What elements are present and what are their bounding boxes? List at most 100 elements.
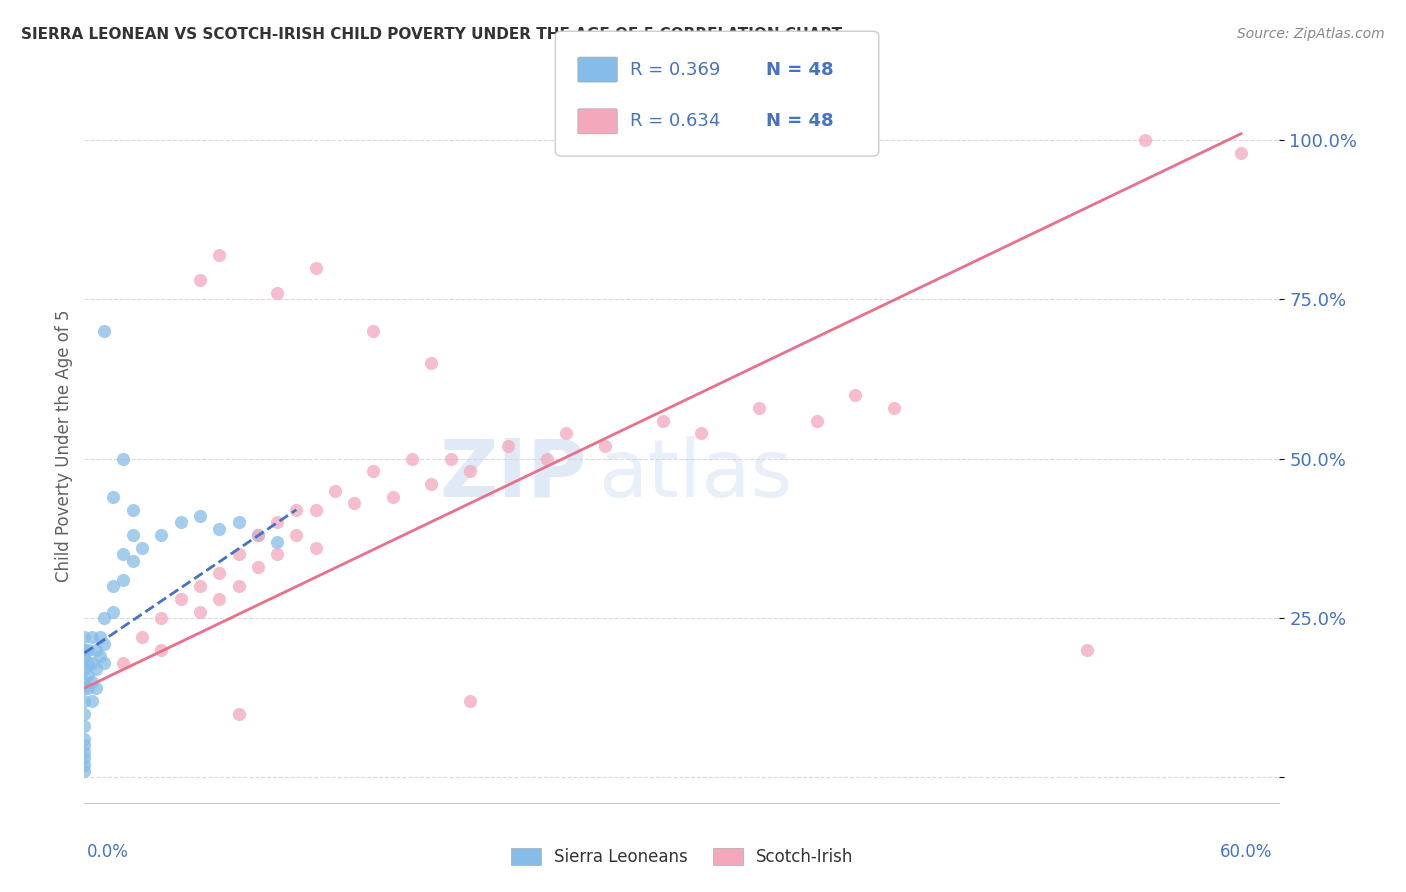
Point — [89, 649, 111, 664]
Point — [228, 706, 250, 721]
Point — [80, 694, 103, 708]
Y-axis label: Child Poverty Under the Age of 5: Child Poverty Under the Age of 5 — [55, 310, 73, 582]
Text: Source: ZipAtlas.com: Source: ZipAtlas.com — [1237, 27, 1385, 41]
Point — [498, 439, 520, 453]
Point — [208, 566, 231, 581]
Point — [73, 681, 96, 695]
Point — [93, 636, 115, 650]
Point — [170, 516, 193, 530]
Text: 0.0%: 0.0% — [87, 843, 129, 861]
Point — [208, 522, 231, 536]
Point — [93, 656, 115, 670]
Point — [458, 465, 481, 479]
Point — [131, 630, 153, 644]
Point — [111, 656, 134, 670]
Point — [150, 528, 173, 542]
Point — [103, 490, 125, 504]
Point — [73, 674, 96, 689]
Point — [266, 516, 288, 530]
Point — [883, 401, 905, 415]
Point — [246, 560, 269, 574]
Point — [188, 509, 211, 524]
Point — [150, 643, 173, 657]
Point — [188, 605, 211, 619]
Point — [84, 681, 107, 695]
Text: R = 0.369: R = 0.369 — [630, 61, 720, 78]
Point — [73, 719, 96, 733]
Text: N = 48: N = 48 — [766, 112, 834, 130]
Point — [420, 477, 443, 491]
Point — [305, 541, 328, 555]
Point — [188, 579, 211, 593]
Point — [111, 573, 134, 587]
Point — [305, 502, 328, 516]
Point — [651, 413, 673, 427]
Point — [84, 662, 107, 676]
Point — [111, 451, 134, 466]
Text: R = 0.634: R = 0.634 — [630, 112, 720, 130]
Point — [208, 591, 231, 606]
Point — [93, 324, 115, 338]
Point — [73, 757, 96, 772]
Text: atlas: atlas — [599, 435, 793, 514]
Text: SIERRA LEONEAN VS SCOTCH-IRISH CHILD POVERTY UNDER THE AGE OF 5 CORRELATION CHAR: SIERRA LEONEAN VS SCOTCH-IRISH CHILD POV… — [21, 27, 842, 42]
Point — [266, 534, 288, 549]
Point — [458, 694, 481, 708]
Point — [555, 426, 578, 441]
Text: 60.0%: 60.0% — [1220, 843, 1272, 861]
Point — [1133, 133, 1156, 147]
Point — [228, 516, 250, 530]
Point — [103, 605, 125, 619]
Point — [266, 286, 288, 301]
Point — [111, 547, 134, 561]
Point — [131, 541, 153, 555]
Point — [77, 643, 100, 657]
Point — [77, 668, 100, 682]
Point — [401, 451, 423, 466]
Point — [806, 413, 828, 427]
Point — [73, 643, 96, 657]
Point — [305, 260, 328, 275]
Point — [93, 611, 115, 625]
Point — [323, 483, 346, 498]
Text: N = 48: N = 48 — [766, 61, 834, 78]
Point — [1076, 643, 1098, 657]
Point — [228, 579, 250, 593]
Point — [170, 591, 193, 606]
Point — [73, 732, 96, 747]
Point — [439, 451, 461, 466]
Point — [73, 764, 96, 778]
Point — [593, 439, 616, 453]
Point — [381, 490, 404, 504]
Point — [690, 426, 713, 441]
Point — [121, 502, 143, 516]
Point — [77, 681, 100, 695]
Point — [420, 356, 443, 370]
Point — [73, 745, 96, 759]
Point — [150, 611, 173, 625]
Point — [363, 324, 385, 338]
Point — [536, 451, 558, 466]
Point — [73, 751, 96, 765]
Text: ZIP: ZIP — [439, 435, 586, 514]
Point — [80, 656, 103, 670]
Point — [748, 120, 770, 135]
Point — [73, 739, 96, 753]
Point — [121, 528, 143, 542]
Point — [73, 649, 96, 664]
Point — [188, 273, 211, 287]
Point — [80, 674, 103, 689]
Point — [73, 662, 96, 676]
Point — [246, 528, 269, 542]
Point — [73, 694, 96, 708]
Point — [73, 630, 96, 644]
Point — [246, 528, 269, 542]
Point — [77, 656, 100, 670]
Point — [266, 547, 288, 561]
Point — [80, 630, 103, 644]
Point — [285, 528, 308, 542]
Point — [343, 496, 366, 510]
Point — [1230, 145, 1253, 160]
Point — [84, 643, 107, 657]
Point — [103, 579, 125, 593]
